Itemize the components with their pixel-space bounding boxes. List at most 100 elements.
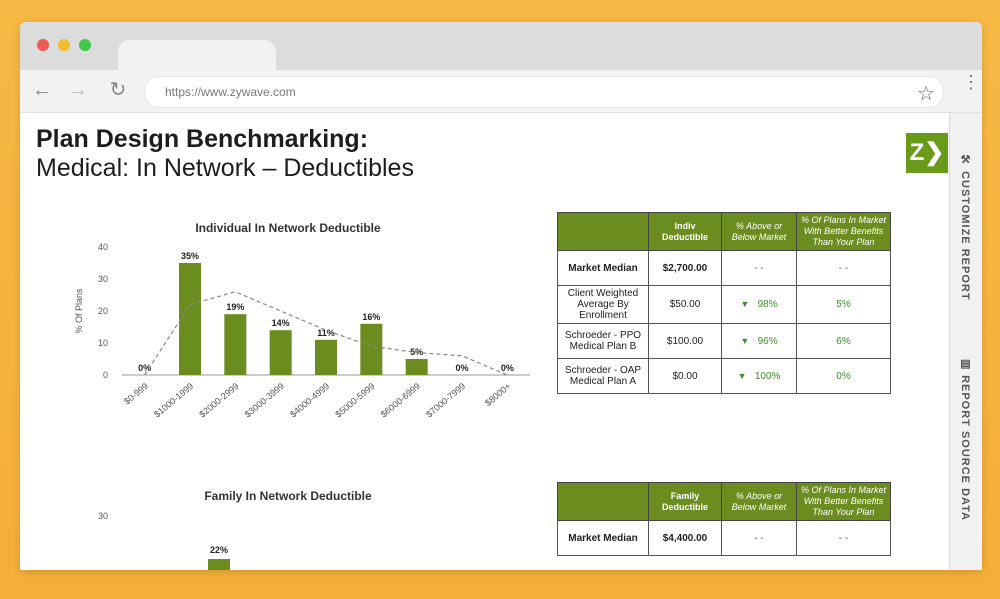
browser-tab[interactable] <box>118 40 276 70</box>
y-tick-label: 30 <box>98 274 108 284</box>
row-above-value: 100% <box>754 370 781 382</box>
row-better: 6% <box>796 323 891 359</box>
chart-title-individual: Individual In Network Deductible <box>195 221 381 235</box>
table-row: Market Median $4,400.00 - - - - <box>557 520 891 556</box>
table-header-blank <box>557 212 649 251</box>
table-header-blank <box>557 482 649 521</box>
row-above-value: 96% <box>757 335 778 347</box>
row-above: ▼ 98% <box>721 285 797 324</box>
database-icon: ▤ <box>959 357 971 371</box>
bar <box>224 314 247 375</box>
report-source-data-button[interactable]: ▤ REPORT SOURCE DATA <box>959 357 972 521</box>
row-label: Schroeder - OAP Medical Plan A <box>557 358 649 394</box>
maximize-window-button[interactable] <box>79 39 91 51</box>
bar <box>360 323 383 375</box>
family-deductible-chart: 30 22% <box>98 511 230 570</box>
data-label: 16% <box>362 312 380 322</box>
table-header-better: % Of Plans In Market With Better Benefit… <box>796 482 891 521</box>
customize-report-button[interactable]: ⚒ CUSTOMIZE REPORT <box>959 153 972 301</box>
row-value: $2,700.00 <box>648 250 722 286</box>
browser-window: ← → ↻ https://www.zywave.com ☆ ⋮ Plan De… <box>20 22 982 570</box>
down-triangle-icon: ▼ <box>740 335 750 346</box>
bar <box>179 263 201 375</box>
individual-deductible-chart: % Of Plans 0 10 20 30 40 0% $0-999 35% $1000-1999… <box>74 242 530 420</box>
x-tick-label: $5000-5999 <box>333 381 376 420</box>
url-text: https://www.zywave.com <box>165 85 296 99</box>
row-better: 5% <box>796 285 891 324</box>
table-header-row: Indiv Deductible % Above or Below Market… <box>557 212 891 251</box>
address-bar[interactable]: https://www.zywave.com ☆ <box>144 76 944 108</box>
row-value: $100.00 <box>648 323 722 359</box>
data-label: 0% <box>138 363 151 373</box>
page-content: Plan Design Benchmarking: Medical: In Ne… <box>20 113 982 570</box>
row-better: - - <box>796 520 891 556</box>
data-label: 22% <box>210 545 228 555</box>
x-tick-label: $3000-3999 <box>243 381 286 420</box>
bar <box>405 359 428 375</box>
down-triangle-icon: ▼ <box>740 299 750 309</box>
header-better-text: % Of Plans In Market With Better Benefit… <box>800 215 887 247</box>
row-label: Market Median <box>557 520 649 556</box>
row-above: - - <box>721 520 797 556</box>
chart-title-family: Family In Network Deductible <box>204 489 372 503</box>
x-tick-label: $8000+ <box>483 381 513 408</box>
y-tick-label: 10 <box>98 338 108 348</box>
header-above-text: % Above or Below Market <box>731 490 787 512</box>
zywave-logo[interactable]: Z❯ <box>906 133 948 173</box>
y-axis-label: % Of Plans <box>74 288 84 334</box>
table-row: Schroeder - PPO Medical Plan B $100.00 ▼… <box>557 323 891 359</box>
minimize-window-button[interactable] <box>58 39 70 51</box>
wrench-icon: ⚒ <box>959 153 971 167</box>
row-label: Client Weighted Average By Enrollment <box>557 285 649 324</box>
x-tick-label: $6000-6999 <box>379 381 422 420</box>
row-label: Market Median <box>557 250 649 286</box>
tab-bar <box>20 22 982 70</box>
family-benchmark-table: Family Deductible % Above or Below Marke… <box>557 482 891 556</box>
data-label: 19% <box>226 302 244 312</box>
close-window-button[interactable] <box>37 39 49 51</box>
row-above: ▼ 96% <box>721 323 797 359</box>
row-value: $50.00 <box>648 285 722 324</box>
side-panel: ⚒ CUSTOMIZE REPORT ▤ REPORT SOURCE DATA <box>949 113 982 570</box>
y-tick-label: 0 <box>103 370 108 380</box>
table-header-row: Family Deductible % Above or Below Marke… <box>557 482 891 521</box>
down-triangle-icon: ▼ <box>737 370 747 381</box>
table-header-above: % Above or Below Market <box>721 482 797 521</box>
browser-toolbar: ← → ↻ https://www.zywave.com ☆ ⋮ <box>20 70 982 113</box>
table-header-deductible: Indiv Deductible <box>648 212 722 251</box>
page-subtitle: Medical: In Network – Deductibles <box>36 154 414 182</box>
page-title: Plan Design Benchmarking: <box>36 125 369 153</box>
x-tick-label: $2000-2999 <box>197 381 240 420</box>
x-tick-label: $0-999 <box>122 381 150 407</box>
row-label: Schroeder - PPO Medical Plan B <box>557 323 649 359</box>
header-better-text: % Of Plans In Market With Better Benefit… <box>800 485 887 517</box>
data-label: 35% <box>181 251 199 261</box>
bar <box>315 339 337 375</box>
table-header-deductible: Family Deductible <box>648 482 722 521</box>
row-better: - - <box>796 250 891 286</box>
row-value: $4,400.00 <box>648 520 722 556</box>
row-above: ▼ 100% <box>721 358 797 394</box>
y-tick-label: 20 <box>98 306 108 316</box>
header-above-text: % Above or Below Market <box>731 220 787 242</box>
y-tick-label: 40 <box>98 242 108 252</box>
row-above-value: 98% <box>757 299 778 310</box>
more-menu-icon[interactable]: ⋮ <box>962 72 980 92</box>
bookmark-star-icon[interactable]: ☆ <box>917 83 935 105</box>
y-tick-label: 30 <box>98 511 108 521</box>
customize-report-label: CUSTOMIZE REPORT <box>959 171 971 301</box>
table-row: Market Median $2,700.00 - - - - <box>557 250 891 286</box>
back-arrow-icon[interactable]: ← <box>32 79 52 101</box>
individual-benchmark-table: Indiv Deductible % Above or Below Market… <box>557 212 891 394</box>
x-tick-label: $1000-1999 <box>152 381 195 420</box>
row-value: $0.00 <box>648 358 722 394</box>
data-label: 11% <box>317 328 335 338</box>
data-label: 0% <box>455 363 468 373</box>
table-row: Schroeder - OAP Medical Plan A $0.00 ▼ 1… <box>557 358 891 394</box>
forward-arrow-icon[interactable]: → <box>68 79 88 101</box>
trend-line <box>144 291 508 376</box>
row-better: 0% <box>796 358 891 394</box>
reload-icon[interactable]: ↻ <box>109 79 127 101</box>
x-tick-label: $4000-4999 <box>288 381 331 420</box>
data-label: 14% <box>272 318 290 328</box>
